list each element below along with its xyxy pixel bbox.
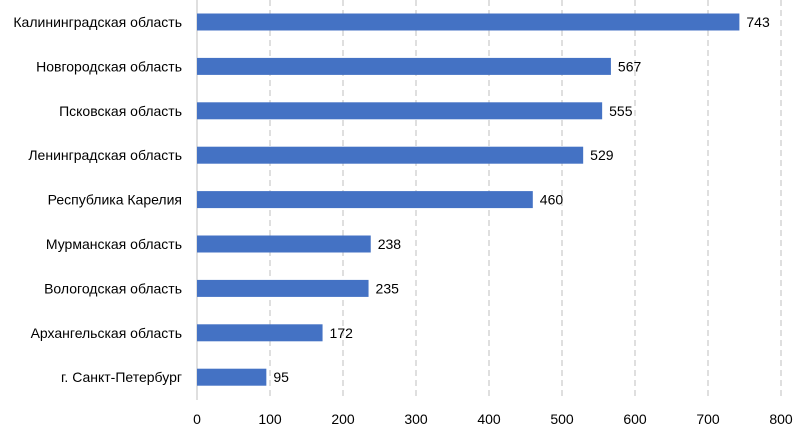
bar bbox=[197, 191, 533, 209]
category-label: Вологодская область bbox=[44, 280, 182, 296]
data-label: 95 bbox=[273, 369, 289, 385]
category-label: Архангельская область bbox=[31, 325, 182, 341]
x-tick-label: 300 bbox=[404, 411, 428, 426]
x-tick-label: 0 bbox=[193, 411, 201, 426]
bar bbox=[197, 279, 369, 297]
data-label: 567 bbox=[618, 58, 642, 74]
x-tick-label: 700 bbox=[696, 411, 720, 426]
bar bbox=[197, 368, 267, 386]
data-label: 235 bbox=[376, 280, 400, 296]
data-label: 555 bbox=[609, 103, 633, 119]
bar bbox=[197, 13, 740, 31]
bar bbox=[197, 102, 603, 120]
category-label: Калининградская область bbox=[13, 14, 182, 30]
x-tick-label: 100 bbox=[258, 411, 282, 426]
x-tick-label: 400 bbox=[477, 411, 501, 426]
bars bbox=[197, 13, 740, 386]
category-label: Новгородская область bbox=[36, 58, 182, 74]
x-tick-label: 500 bbox=[550, 411, 574, 426]
bar bbox=[197, 57, 611, 75]
category-label: Ленинградская область bbox=[28, 147, 182, 163]
bar bbox=[197, 146, 584, 164]
data-label: 743 bbox=[746, 14, 770, 30]
bar bbox=[197, 324, 323, 342]
x-axis-tick-labels: 0 100 200 300 400 500 600 700 800 bbox=[193, 411, 793, 426]
category-label: Республика Карелия bbox=[48, 192, 182, 208]
x-tick-label: 600 bbox=[623, 411, 647, 426]
data-label: 460 bbox=[540, 192, 564, 208]
category-label: Псковская область bbox=[59, 103, 182, 119]
data-label: 529 bbox=[590, 147, 614, 163]
x-tick-label: 200 bbox=[331, 411, 355, 426]
x-tick-label: 800 bbox=[769, 411, 793, 426]
data-label: 238 bbox=[378, 236, 402, 252]
category-label: г. Санкт-Петербург bbox=[61, 369, 182, 385]
data-label: 172 bbox=[330, 325, 354, 341]
value-labels: 743 567 555 529 460 238 235 172 95 bbox=[273, 14, 770, 385]
category-label: Мурманская область bbox=[46, 236, 182, 252]
category-labels: Калининградская область Новгородская обла… bbox=[13, 14, 182, 385]
bar bbox=[197, 235, 371, 253]
